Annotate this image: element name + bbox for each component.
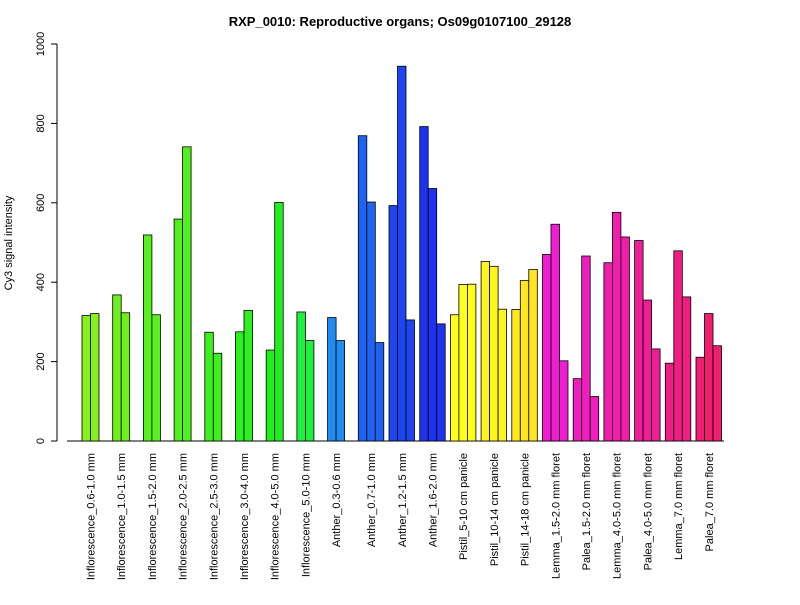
bar: [419, 126, 429, 442]
bar: [550, 223, 560, 442]
bar: [173, 218, 184, 442]
bar: [374, 342, 385, 442]
x-tick-label: Palea_1.5-2.0 mm floret: [581, 453, 593, 570]
bar: [366, 201, 376, 442]
x-tick-label: Inflorescence_5.0-10 mm: [300, 453, 312, 577]
bar: [572, 378, 583, 442]
bar: [458, 284, 468, 442]
bar: [620, 236, 630, 442]
y-tick-label: 1000: [35, 32, 47, 56]
y-axis-label: Cy3 signal intensity: [3, 195, 15, 290]
bar: [704, 313, 714, 442]
bar: [112, 294, 122, 442]
x-tick-label: Pistil_10-14 cm panicle: [489, 453, 501, 566]
x-tick-label: Inflorescence_1.0-1.5 mm: [116, 453, 128, 580]
x-tick-label: Lemma_4.0-5.0 mm floret: [612, 453, 624, 579]
x-tick-label: Inflorescence_2.5-3.0 mm: [208, 453, 220, 580]
bar: [712, 345, 722, 442]
bar: [489, 265, 499, 442]
x-tick-label: Inflorescence_4.0-5.0 mm: [270, 453, 282, 580]
bar: [673, 250, 683, 442]
bar: [405, 319, 415, 442]
bar: [212, 352, 223, 442]
bar: [581, 255, 591, 442]
bar: [274, 202, 284, 442]
bar: [559, 360, 569, 442]
bar: [327, 317, 337, 442]
bar: [651, 348, 661, 442]
bar: [449, 314, 460, 442]
y-axis: 0 200 400 600 800 1000: [35, 32, 58, 444]
chart-title: RXP_0010: Reproductive organs; Os09g0107…: [229, 14, 572, 29]
x-tick-label: Anther_1.6-2.0 mm: [427, 453, 439, 547]
bar: [81, 315, 91, 442]
y-tick-label: 800: [35, 114, 47, 132]
bar: [681, 296, 692, 442]
x-tick-label: Palea_4.0-5.0 mm floret: [642, 453, 654, 570]
bar: [480, 261, 491, 442]
bar: [151, 314, 161, 442]
bar: [388, 205, 398, 442]
bar: [436, 323, 446, 442]
y-tick-label: 600: [35, 194, 47, 212]
bar: [511, 309, 521, 442]
x-tick-label: Inflorescence_0.6-1.0 mm: [86, 453, 98, 580]
x-tick-label: Pistil_5-10 cm panicle: [458, 453, 470, 560]
x-tick-label: Lemma_7.0 mm floret: [673, 453, 685, 560]
y-tick-label: 400: [35, 273, 47, 291]
x-tick-label: Anther_1.2-1.5 mm: [397, 453, 409, 547]
bar: [335, 340, 346, 442]
bar: [427, 188, 438, 442]
bar: [589, 396, 600, 442]
y-tick-label: 200: [35, 352, 47, 370]
bar: [357, 135, 368, 442]
x-tick-label: Inflorescence_1.5-2.0 mm: [147, 453, 159, 580]
bar: [265, 349, 276, 442]
y-tick-label: 0: [35, 438, 47, 444]
bar: [642, 299, 652, 442]
x-tick-label: Pistil_14-18 cm panicle: [520, 453, 532, 566]
bar: [397, 65, 407, 442]
bar: [204, 331, 214, 442]
x-tick-label: Lemma_1.5-2.0 mm floret: [550, 453, 562, 579]
bar: [497, 308, 508, 442]
bar: [243, 309, 253, 442]
bar: [695, 356, 705, 442]
bar: [634, 240, 644, 442]
bar: [542, 254, 552, 442]
x-tick-label: Palea_7.0 mm floret: [704, 453, 716, 551]
bar: [304, 340, 315, 442]
bar: [466, 283, 477, 442]
x-tick-label: Inflorescence_2.0-2.5 mm: [178, 453, 190, 580]
bar: [235, 331, 245, 442]
bar: [519, 280, 530, 442]
category-labels: Inflorescence_0.6-1.0 mm Inflorescence_1.…: [86, 453, 716, 580]
x-tick-label: Anther_0.3-0.6 mm: [331, 453, 343, 547]
bar: [182, 146, 192, 442]
bar: [528, 269, 538, 442]
bar: [664, 362, 675, 442]
bar: [296, 311, 306, 442]
bar: [612, 211, 622, 442]
bars: [81, 65, 722, 442]
x-tick-label: Inflorescence_3.0-4.0 mm: [239, 453, 251, 580]
bar: [142, 234, 153, 442]
bar: [120, 312, 131, 442]
x-tick-label: Anther_0.7-1.0 mm: [366, 453, 378, 547]
bar: [603, 262, 613, 442]
bar: [90, 313, 100, 442]
